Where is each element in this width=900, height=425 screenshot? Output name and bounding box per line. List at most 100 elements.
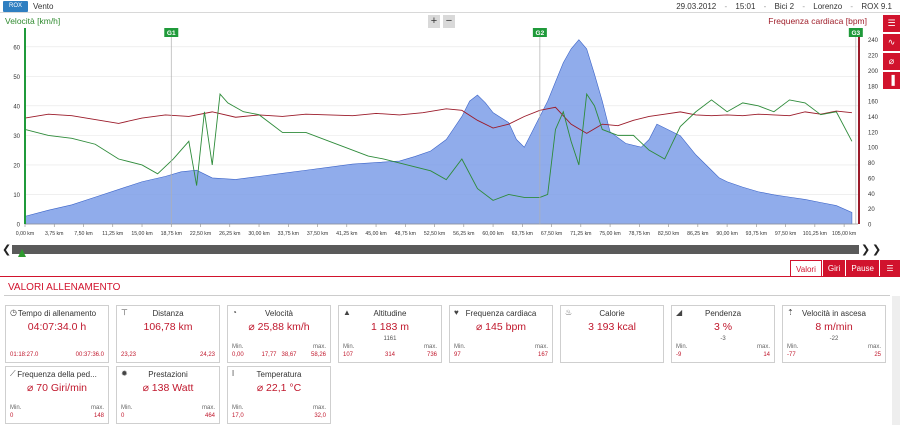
session-date: 29.03.2012: [676, 2, 717, 11]
zoom-out-button[interactable]: −: [443, 15, 455, 28]
x-tick-label: 82,50 km: [658, 231, 679, 237]
x-tick-label: 75,00 km: [599, 231, 620, 237]
session-info: 29.03.2012 - 15:01 - Bici 2 - Lorenzo - …: [670, 0, 892, 13]
lap-marker-label: G2: [536, 30, 545, 37]
card-max-label: max.: [756, 344, 770, 350]
card-max-label: max.: [312, 344, 326, 350]
x-tick-label: 26,25 km: [219, 231, 240, 237]
card-min-label: Min.: [676, 344, 688, 350]
chart-axes: 0 10 20 30 40 50 60 0 20 40 60 80 100 120 140 160 180 200…: [13, 28, 879, 237]
average-icon[interactable]: ⌀: [883, 53, 900, 70]
bar-chart-icon[interactable]: ▐: [883, 72, 900, 89]
x-tick-label: 93,75 km: [746, 231, 767, 237]
tab-giri[interactable]: Giri: [822, 260, 846, 277]
app-title: Vento: [33, 2, 54, 11]
training-chart[interactable]: 0 10 20 30 40 50 60 0 20 40 60 80 100 120 140 160 180 200…: [0, 28, 880, 243]
card-min-value: -9: [676, 352, 682, 358]
x-tick-label: 97,50 km: [775, 231, 796, 237]
card-temperature: ǀ Temperatura ⌀ 22,1 °C Min. max. 17,0 3…: [227, 366, 331, 424]
lap-marker-badge: [164, 28, 179, 37]
card-speed: ◔ Velocità ⌀ 25,88 km/h Min. max. 0,00 1…: [227, 305, 331, 363]
slope-icon: ◢: [676, 308, 683, 317]
tab-bar: Valori Giri Pause ☰: [789, 260, 900, 277]
card-value: ⌀ 25,88 km/h: [248, 321, 310, 333]
card-max-value: 00:37:36.0: [75, 352, 104, 358]
card-min-label: Min.: [10, 405, 22, 411]
card-max-value: 148: [93, 413, 104, 419]
right-tick-label: 120: [868, 130, 879, 136]
lap-marker-badge: [532, 28, 547, 37]
card-max-value: 14: [763, 352, 770, 358]
card-max-label: max.: [423, 344, 437, 350]
tab-valori[interactable]: Valori: [790, 260, 822, 277]
timeline-position-marker[interactable]: [18, 249, 26, 257]
vertical-scrollbar[interactable]: [892, 296, 900, 425]
timeline-track[interactable]: [12, 245, 859, 254]
speed-line: [24, 92, 853, 201]
right-axis-title[interactable]: Frequenza cardiaca [bpm]: [768, 16, 867, 26]
card-value: 3 193 kcal: [588, 321, 636, 333]
card-downhill-value: -3: [720, 336, 726, 342]
lap-marker-label: G1: [167, 30, 176, 37]
left-tick-label: 20: [13, 163, 20, 169]
list-menu-icon[interactable]: ☰: [880, 260, 900, 277]
scroll-right-arrow-2[interactable]: ❯: [872, 244, 882, 256]
card-label: Distanza: [152, 309, 184, 318]
x-tick-label: 105,00 km: [832, 231, 856, 237]
card-value: 3 %: [713, 321, 733, 333]
clock-icon: ◷: [10, 308, 17, 317]
card-max-label: max.: [534, 344, 548, 350]
lap-markers: G1 G2 G3: [164, 28, 863, 224]
x-tick-label: 56,25 km: [453, 231, 474, 237]
heart-icon: ♥: [454, 308, 459, 317]
zoom-in-button[interactable]: +: [428, 15, 440, 28]
left-tick-label: 60: [13, 45, 20, 51]
card-label: Calorie: [599, 309, 625, 318]
card-min-label: Min.: [454, 344, 466, 350]
card-uphill-value: 17,77: [261, 352, 277, 358]
list-view-icon[interactable]: ☰: [883, 15, 900, 32]
x-tick-label: 0,00 km: [16, 231, 34, 237]
card-label: Temperatura: [256, 370, 302, 379]
card-min-value: 97: [454, 352, 461, 358]
session-user: Lorenzo: [813, 2, 843, 11]
card-max-value: 464: [204, 413, 215, 419]
card-min-value: -77: [787, 352, 796, 358]
card-downhill-value: 38,67: [281, 352, 297, 358]
altitude-area: [24, 39, 853, 225]
card-label: Altitudine: [373, 309, 407, 318]
left-axis-title[interactable]: Velocità [km/h]: [5, 16, 61, 26]
right-tick-label: 40: [868, 192, 875, 198]
right-tick-label: 60: [868, 176, 875, 182]
left-tick-label: 10: [13, 193, 20, 199]
left-tick-label: 30: [13, 134, 20, 140]
scroll-right-arrow[interactable]: ❯: [861, 244, 871, 256]
x-tick-label: 3,75 km: [45, 231, 63, 237]
right-tick-label: 240: [868, 38, 879, 44]
altitude-series: [24, 39, 853, 225]
scroll-left-arrow[interactable]: ❮: [2, 244, 12, 256]
separator: -: [724, 2, 728, 11]
session-device: ROX 9.1: [861, 2, 892, 11]
card-max-label: max.: [867, 344, 881, 350]
separator: -: [850, 2, 854, 11]
card-training-time: ◷ Tempo di allenamento 04:07:34.0 h 01:1…: [5, 305, 109, 363]
card-slope: ◢ Pendenza 3 % -3 Min. max. -9 14: [671, 305, 775, 363]
card-avg-value: 314: [384, 352, 395, 358]
timeline-scroller[interactable]: ❮ ❯ ❯: [0, 243, 900, 257]
card-min-label: Min.: [232, 344, 244, 350]
heart-rate-series: [24, 106, 852, 134]
top-bar: ROX Vento 29.03.2012 - 15:01 - Bici 2 - …: [0, 0, 900, 13]
card-value: 106,78 km: [143, 321, 193, 333]
lap-marker-badge: [848, 28, 863, 37]
card-max-value: 58,26: [310, 352, 326, 358]
x-tick-label: 86,25 km: [687, 231, 708, 237]
card-label: Tempo di allenamento: [17, 309, 97, 318]
signpost-icon: ⊤: [121, 308, 128, 317]
pedal-icon: ⟋: [10, 369, 16, 378]
chart-toolbar: ☰ ∿ ⌀ ▐: [880, 15, 900, 91]
tab-pause[interactable]: Pause: [846, 260, 879, 277]
line-chart-icon[interactable]: ∿: [883, 34, 900, 51]
card-max-label: max.: [90, 405, 104, 411]
